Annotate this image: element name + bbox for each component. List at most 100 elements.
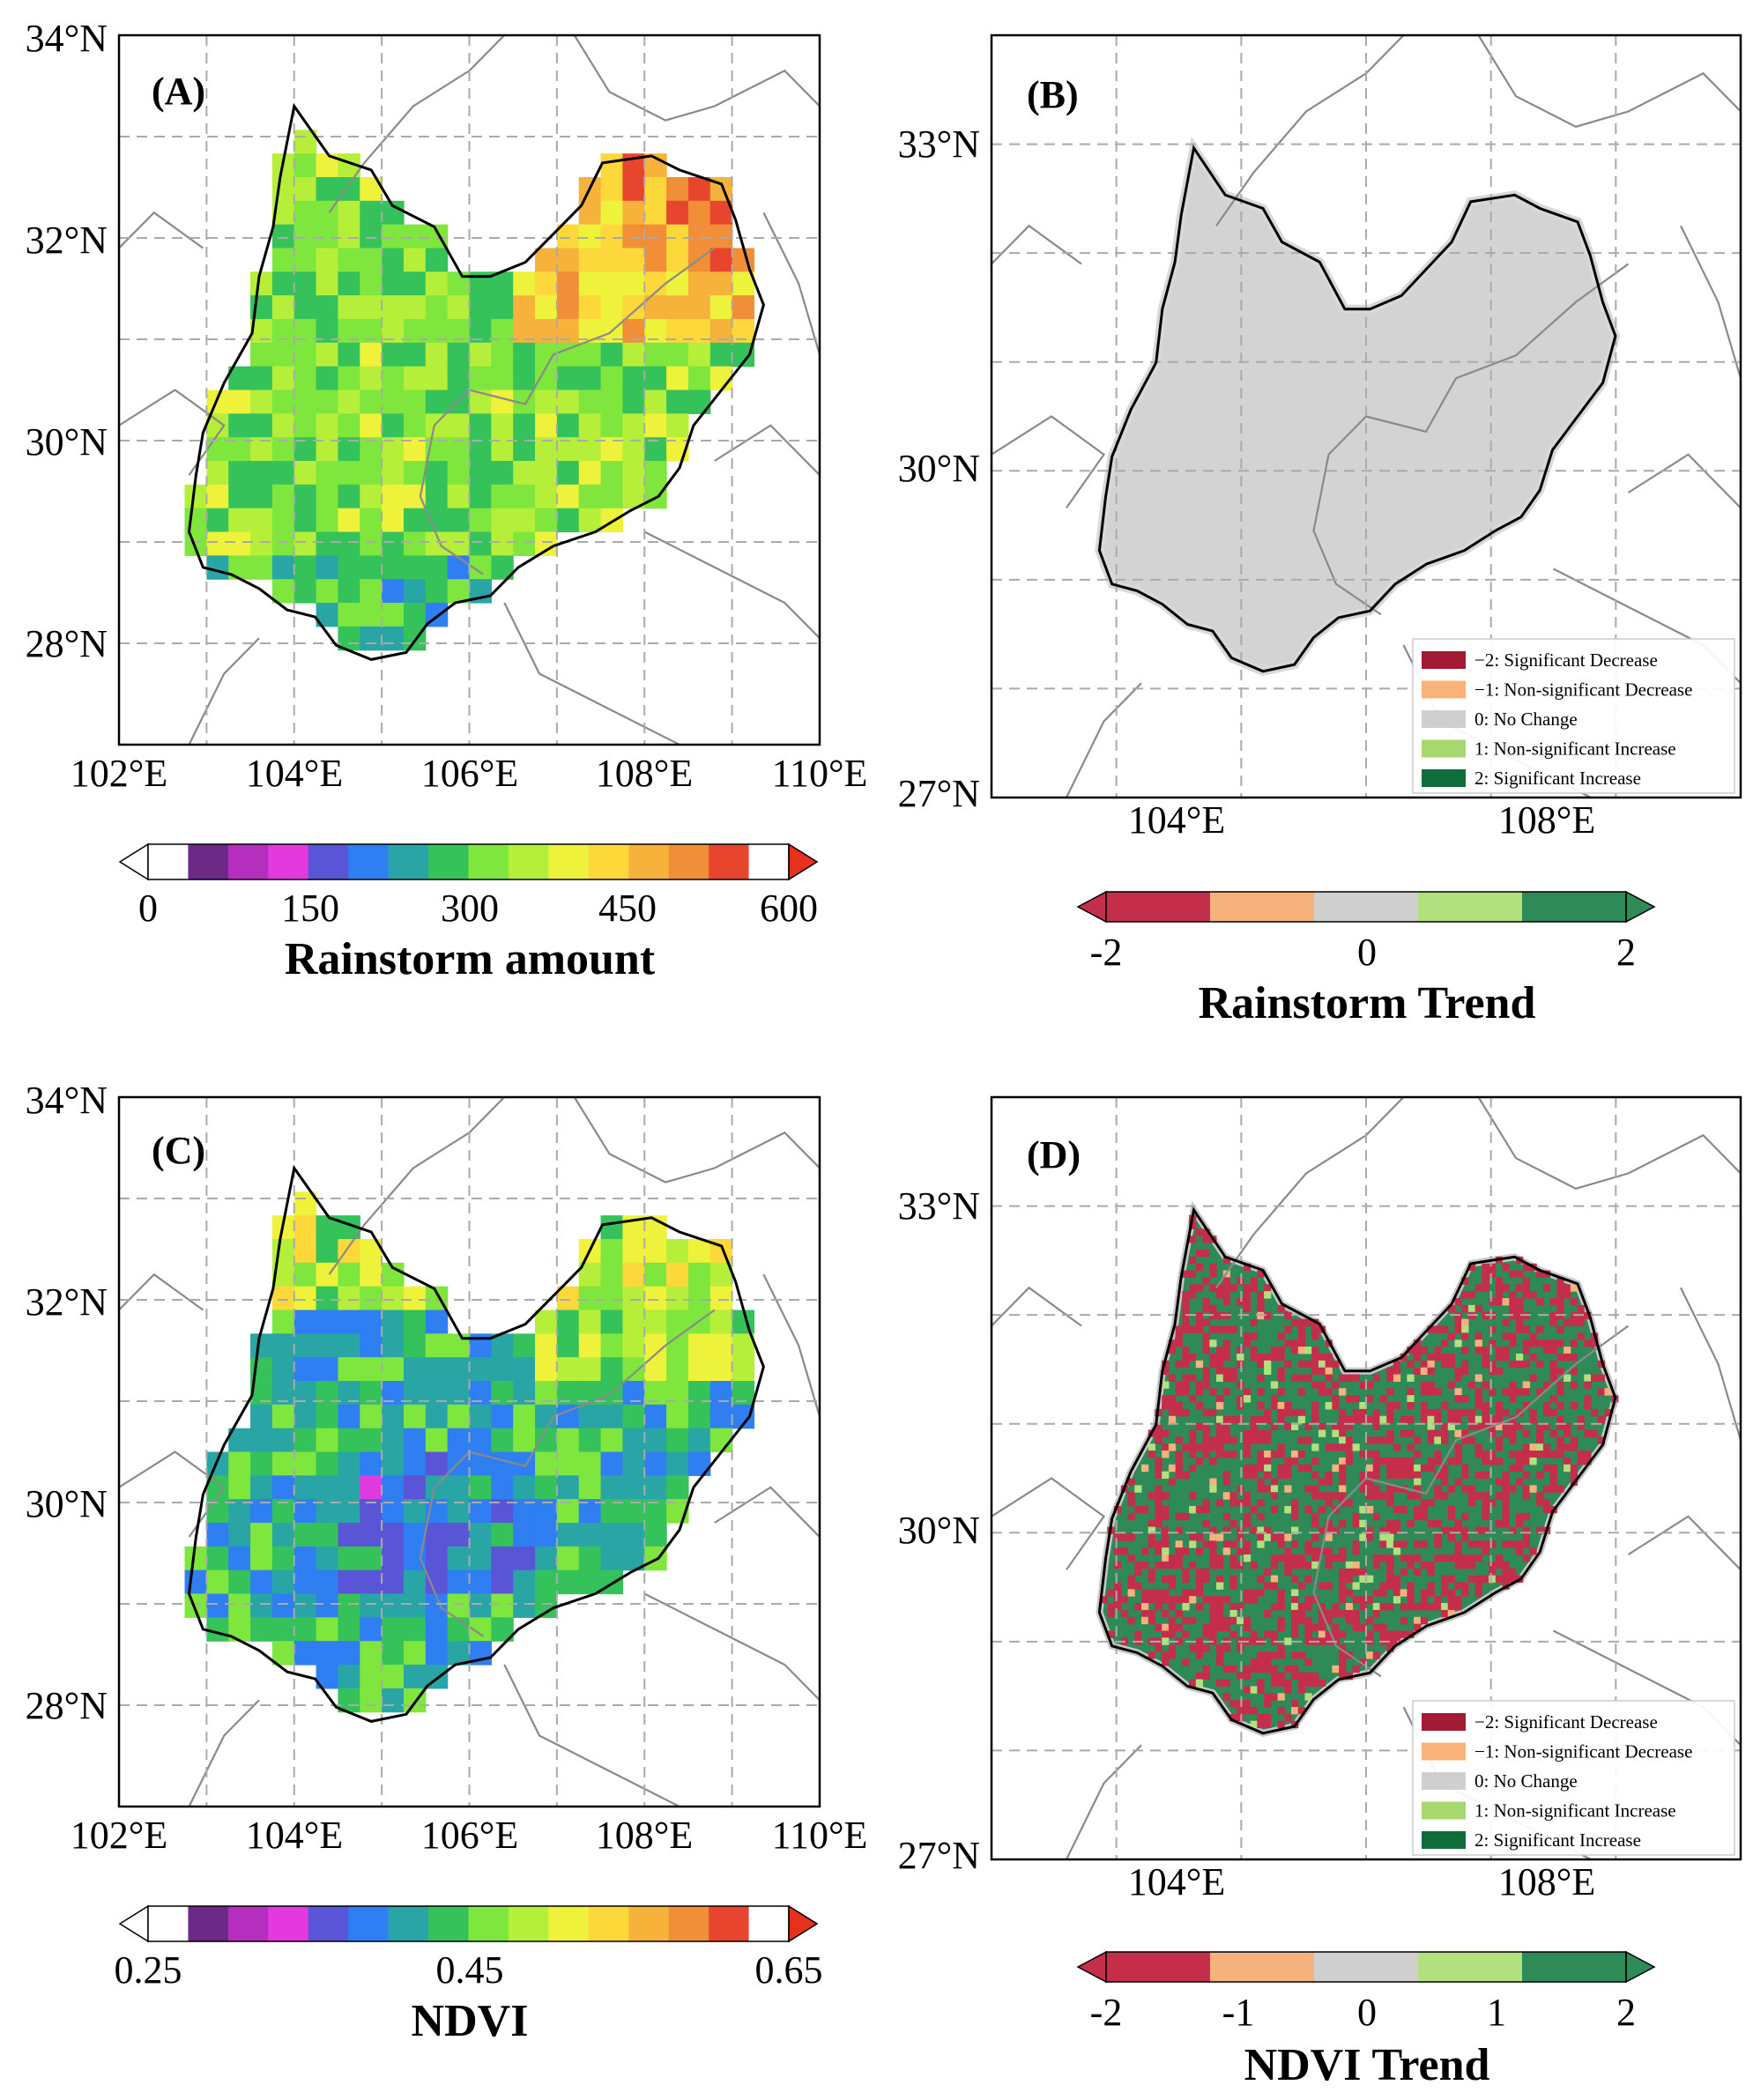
trend-pixel <box>1332 1603 1340 1611</box>
trend-pixel <box>1495 1408 1504 1417</box>
panel-c-lon-axis: 102°E 104°E 106°E 108°E 110°E <box>71 1814 868 1857</box>
trend-pixel <box>1195 1651 1204 1659</box>
trend-pixel <box>1209 1555 1217 1562</box>
trend-pixel <box>1467 1291 1476 1299</box>
grid-cell <box>447 555 471 580</box>
trend-pixel <box>1325 1526 1333 1534</box>
grid-cell <box>709 295 733 320</box>
grid-cell <box>316 366 339 391</box>
trend-pixel <box>1386 1457 1394 1466</box>
trend-pixel <box>1222 1284 1230 1292</box>
trend-pixel <box>1379 1555 1387 1562</box>
trend-pixel <box>1502 1318 1510 1326</box>
grid-cell <box>316 1310 339 1334</box>
trend-pixel <box>1564 1429 1571 1437</box>
trend-pixel <box>1597 1436 1605 1444</box>
trend-pixel <box>1352 1519 1360 1528</box>
trend-pixel <box>1195 1568 1204 1577</box>
trend-pixel <box>1454 1457 1462 1466</box>
grid-cell <box>360 248 383 272</box>
trend-pixel <box>1509 1298 1517 1306</box>
trend-pixel <box>1257 1457 1265 1466</box>
grid-cell <box>513 342 536 367</box>
trend-pixel <box>1284 1464 1292 1473</box>
trend-pixel <box>1352 1665 1360 1673</box>
trend-pixel <box>1202 1436 1210 1444</box>
trend-pixel <box>1243 1707 1252 1715</box>
grid-cell <box>206 555 229 580</box>
province-boundary <box>1312 454 1382 616</box>
trend-pixel <box>1556 1277 1564 1285</box>
trend-pixel <box>1277 1304 1285 1313</box>
trend-pixel <box>1386 1575 1394 1583</box>
panel-d-label: (D) <box>1027 1133 1081 1176</box>
colorbar-tick: 0 <box>138 887 158 930</box>
trend-pixel <box>1386 1471 1394 1479</box>
trend-pixel <box>1311 1360 1319 1369</box>
trend-pixel <box>1162 1555 1170 1562</box>
trend-pixel <box>1345 1575 1354 1583</box>
trend-pixel <box>1304 1658 1312 1666</box>
trend-pixel <box>1529 1547 1537 1555</box>
trend-pixel <box>1474 1339 1482 1347</box>
province-boundary <box>419 1487 485 1637</box>
trend-pixel <box>1155 1603 1162 1611</box>
trend-pixel <box>1467 1436 1476 1444</box>
trend-pixel <box>1372 1471 1380 1479</box>
trend-pixel <box>1386 1603 1394 1611</box>
trend-pixel <box>1325 1616 1333 1625</box>
colorbar-segment <box>468 1906 509 1941</box>
trend-pixel <box>1556 1388 1564 1396</box>
lon-tick: 108°E <box>1498 798 1595 842</box>
trend-pixel <box>1270 1422 1279 1430</box>
trend-pixel <box>1393 1505 1401 1514</box>
trend-pixel <box>1195 1575 1204 1583</box>
colorbar-segment <box>268 844 309 879</box>
trend-pixel <box>1345 1457 1354 1466</box>
trend-pixel <box>1325 1561 1333 1569</box>
trend-pixel <box>1168 1395 1177 1403</box>
trend-pixel <box>1182 1575 1190 1583</box>
trend-pixel <box>1141 1547 1149 1555</box>
trend-pixel <box>1222 1540 1230 1548</box>
trend-pixel <box>1366 1478 1374 1486</box>
trend-pixel <box>1549 1451 1557 1458</box>
trend-pixel <box>1216 1616 1224 1625</box>
trend-pixel <box>1222 1422 1230 1430</box>
grid-cell <box>535 484 558 509</box>
trend-pixel <box>1414 1436 1422 1444</box>
grid-cell <box>250 555 273 580</box>
trend-pixel <box>1386 1429 1394 1437</box>
grid-cell <box>338 248 360 272</box>
trend-pixel <box>1148 1443 1155 1451</box>
trend-pixel <box>1264 1720 1272 1729</box>
trend-pixel <box>1277 1443 1285 1451</box>
grid-cell <box>425 342 449 367</box>
trend-pixel <box>1162 1505 1170 1514</box>
grid-cell <box>250 484 273 509</box>
trend-pixel <box>1243 1616 1252 1625</box>
trend-pixel <box>1182 1603 1190 1611</box>
trend-pixel <box>1168 1616 1177 1625</box>
trend-pixel <box>1277 1408 1285 1417</box>
trend-pixel <box>1216 1291 1224 1299</box>
trend-pixel <box>1400 1353 1408 1362</box>
trend-pixel <box>1489 1575 1497 1583</box>
trend-pixel <box>1339 1388 1347 1396</box>
lon-tick: 106°E <box>421 1814 518 1857</box>
trend-pixel <box>1379 1415 1387 1424</box>
trend-pixel <box>1516 1388 1524 1396</box>
trend-pixel <box>1209 1616 1217 1625</box>
trend-pixel <box>1366 1533 1374 1541</box>
trend-pixel <box>1332 1609 1340 1618</box>
trend-pixel <box>1339 1415 1347 1424</box>
trend-pixel <box>1420 1415 1429 1424</box>
grid-cell <box>206 1451 229 1476</box>
trend-pixel <box>1345 1616 1354 1625</box>
grid-cell <box>271 1286 295 1311</box>
trend-pixel <box>1345 1499 1354 1507</box>
colorbar-segment <box>1210 892 1315 922</box>
trend-pixel <box>1441 1436 1449 1444</box>
trend-pixel <box>1366 1451 1374 1458</box>
trend-pixel <box>1339 1464 1347 1473</box>
